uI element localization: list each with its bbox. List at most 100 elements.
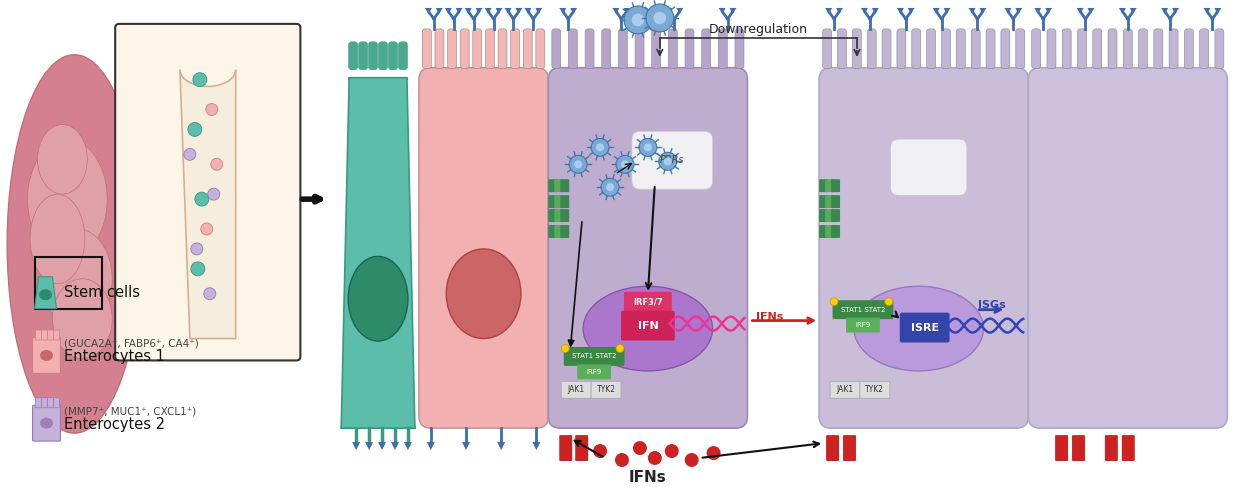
FancyBboxPatch shape <box>701 29 711 69</box>
Text: STAT1 STAT2: STAT1 STAT2 <box>572 354 616 359</box>
Text: TYK2: TYK2 <box>865 385 885 394</box>
FancyBboxPatch shape <box>719 29 727 69</box>
FancyBboxPatch shape <box>53 330 59 340</box>
Circle shape <box>644 143 652 151</box>
Circle shape <box>596 143 605 151</box>
Text: IRF9: IRF9 <box>586 369 602 375</box>
FancyBboxPatch shape <box>825 209 834 222</box>
FancyBboxPatch shape <box>867 29 876 69</box>
FancyBboxPatch shape <box>1121 435 1135 461</box>
Polygon shape <box>908 8 914 14</box>
FancyBboxPatch shape <box>618 29 627 69</box>
Circle shape <box>659 152 676 170</box>
FancyBboxPatch shape <box>843 435 856 461</box>
Text: (MMP7⁺, MUC1⁺, CXCL1⁺): (MMP7⁺, MUC1⁺, CXCL1⁺) <box>64 406 197 416</box>
Circle shape <box>191 262 204 276</box>
FancyBboxPatch shape <box>1093 29 1101 69</box>
FancyBboxPatch shape <box>831 195 840 208</box>
Polygon shape <box>366 442 373 450</box>
Ellipse shape <box>42 229 113 329</box>
FancyBboxPatch shape <box>47 398 53 408</box>
Polygon shape <box>1088 8 1094 14</box>
Polygon shape <box>476 8 483 14</box>
FancyBboxPatch shape <box>1199 29 1208 69</box>
Text: TYK2: TYK2 <box>596 385 616 394</box>
FancyBboxPatch shape <box>831 225 840 238</box>
FancyBboxPatch shape <box>1047 29 1056 69</box>
FancyBboxPatch shape <box>1016 29 1025 69</box>
FancyBboxPatch shape <box>833 300 893 319</box>
Bar <box>35 257 103 309</box>
FancyBboxPatch shape <box>957 29 965 69</box>
Polygon shape <box>1172 8 1180 14</box>
Polygon shape <box>515 8 523 14</box>
Ellipse shape <box>52 279 113 358</box>
Circle shape <box>601 178 620 196</box>
FancyBboxPatch shape <box>1062 29 1072 69</box>
Text: ISRE: ISRE <box>911 322 939 333</box>
FancyBboxPatch shape <box>523 29 533 69</box>
Text: (GUCA2A⁺, FABP6⁺, CA4⁺): (GUCA2A⁺, FABP6⁺, CA4⁺) <box>64 338 199 349</box>
Text: STAT1 STAT2: STAT1 STAT2 <box>841 307 885 313</box>
Ellipse shape <box>37 125 87 194</box>
FancyBboxPatch shape <box>419 68 549 428</box>
Polygon shape <box>969 8 975 14</box>
Polygon shape <box>341 77 415 428</box>
Circle shape <box>885 298 893 306</box>
Text: IFN: IFN <box>638 320 658 331</box>
Text: Downregulation: Downregulation <box>709 23 808 36</box>
FancyBboxPatch shape <box>36 330 42 340</box>
Polygon shape <box>436 8 442 14</box>
Text: Stem cells: Stem cells <box>64 285 140 300</box>
Polygon shape <box>425 8 432 14</box>
Polygon shape <box>665 8 673 14</box>
FancyBboxPatch shape <box>831 209 840 222</box>
Circle shape <box>574 160 582 169</box>
Ellipse shape <box>30 194 84 284</box>
FancyBboxPatch shape <box>986 29 995 69</box>
FancyBboxPatch shape <box>668 29 678 69</box>
FancyBboxPatch shape <box>36 398 42 408</box>
Circle shape <box>203 288 216 300</box>
Ellipse shape <box>40 350 53 361</box>
Circle shape <box>621 160 629 169</box>
FancyBboxPatch shape <box>551 29 561 69</box>
FancyBboxPatch shape <box>897 29 906 69</box>
FancyBboxPatch shape <box>826 435 839 461</box>
Ellipse shape <box>446 249 520 338</box>
FancyBboxPatch shape <box>825 225 834 238</box>
Polygon shape <box>1119 8 1126 14</box>
FancyBboxPatch shape <box>621 311 675 340</box>
Polygon shape <box>1077 8 1083 14</box>
FancyBboxPatch shape <box>830 381 860 398</box>
FancyBboxPatch shape <box>1215 29 1224 69</box>
Polygon shape <box>533 442 540 450</box>
Text: JAK1: JAK1 <box>836 385 854 394</box>
FancyBboxPatch shape <box>891 139 966 195</box>
Circle shape <box>591 138 610 156</box>
FancyBboxPatch shape <box>819 68 1028 428</box>
FancyBboxPatch shape <box>685 29 694 69</box>
FancyBboxPatch shape <box>1108 29 1118 69</box>
FancyBboxPatch shape <box>882 29 891 69</box>
Circle shape <box>616 155 634 173</box>
Polygon shape <box>180 70 235 338</box>
FancyBboxPatch shape <box>560 195 569 208</box>
FancyBboxPatch shape <box>1072 435 1085 461</box>
Polygon shape <box>861 8 867 14</box>
Circle shape <box>208 188 219 200</box>
FancyBboxPatch shape <box>549 225 558 238</box>
Polygon shape <box>352 442 361 450</box>
Polygon shape <box>1203 8 1211 14</box>
Polygon shape <box>897 8 903 14</box>
Ellipse shape <box>348 256 408 341</box>
Circle shape <box>648 451 662 465</box>
Circle shape <box>191 243 203 255</box>
FancyBboxPatch shape <box>358 42 368 70</box>
Polygon shape <box>465 8 472 14</box>
FancyBboxPatch shape <box>823 29 831 69</box>
FancyBboxPatch shape <box>927 29 935 69</box>
Text: JAK1: JAK1 <box>567 385 585 394</box>
FancyBboxPatch shape <box>825 179 834 192</box>
FancyBboxPatch shape <box>1105 435 1118 461</box>
